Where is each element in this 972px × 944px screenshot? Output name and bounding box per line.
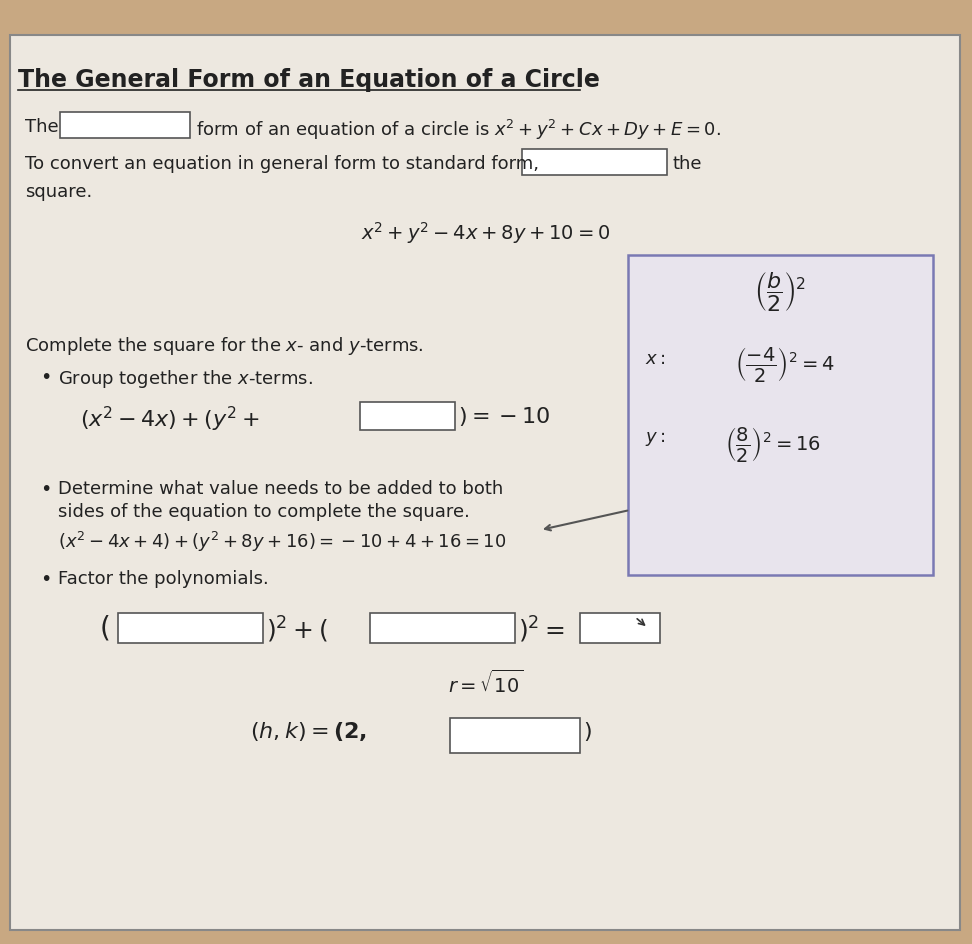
Text: form of an equation of a circle is $x^2 + y^2 + Cx + Dy + E = 0$.: form of an equation of a circle is $x^2 … [196, 118, 721, 143]
Text: Complete the square for the $x$- and $y$-terms.: Complete the square for the $x$- and $y$… [25, 335, 424, 357]
FancyBboxPatch shape [60, 112, 190, 138]
Text: Factor the polynomials.: Factor the polynomials. [58, 570, 268, 588]
FancyBboxPatch shape [580, 613, 660, 643]
Text: $)^2 =$: $)^2 =$ [518, 615, 565, 645]
Text: To convert an equation in general form to standard form,: To convert an equation in general form t… [25, 155, 539, 173]
Text: $r = \sqrt{10}$: $r = \sqrt{10}$ [448, 670, 524, 698]
FancyBboxPatch shape [118, 613, 263, 643]
Text: $\left(\dfrac{b}{2}\right)^2$: $\left(\dfrac{b}{2}\right)^2$ [754, 270, 806, 313]
Text: •: • [40, 368, 52, 387]
Text: The: The [25, 118, 58, 136]
Text: The General Form of an Equation of a Circle: The General Form of an Equation of a Cir… [18, 68, 600, 92]
Text: Group together the $x$-terms.: Group together the $x$-terms. [58, 368, 313, 390]
Text: square.: square. [25, 183, 92, 201]
Text: •: • [40, 480, 52, 499]
Text: $(x^2 - 4x) + (y^2 +$: $(x^2 - 4x) + (y^2 +$ [80, 405, 260, 434]
Text: •: • [40, 570, 52, 589]
FancyBboxPatch shape [10, 35, 960, 930]
Text: (: ( [100, 615, 111, 643]
Text: $y:$: $y:$ [645, 430, 666, 448]
Text: $\left(\dfrac{8}{2}\right)^2 = 16$: $\left(\dfrac{8}{2}\right)^2 = 16$ [725, 425, 820, 464]
FancyBboxPatch shape [360, 402, 455, 430]
Text: $)$: $)$ [583, 720, 592, 743]
Text: $)^2 + ($: $)^2 + ($ [266, 615, 329, 645]
Text: $(h, k) = \mathbf{(2,}$: $(h, k) = \mathbf{(2,}$ [250, 720, 366, 743]
Text: Determine what value needs to be added to both: Determine what value needs to be added t… [58, 480, 503, 498]
FancyBboxPatch shape [450, 718, 580, 753]
FancyBboxPatch shape [628, 255, 933, 575]
Text: $) = -10$: $) = -10$ [458, 405, 550, 428]
Text: $\left(\dfrac{-4}{2}\right)^2 = 4$: $\left(\dfrac{-4}{2}\right)^2 = 4$ [735, 345, 835, 384]
Text: $x:$: $x:$ [645, 350, 666, 368]
Text: $(x^2 - 4x + 4) + (y^2 + 8y + 16) = -10 + 4 + 16 = 10$: $(x^2 - 4x + 4) + (y^2 + 8y + 16) = -10 … [58, 530, 506, 554]
Text: $x^2 + y^2 - 4x + 8y + 10 = 0$: $x^2 + y^2 - 4x + 8y + 10 = 0$ [362, 220, 610, 245]
FancyBboxPatch shape [370, 613, 515, 643]
FancyBboxPatch shape [522, 149, 667, 175]
Text: sides of the equation to complete the square.: sides of the equation to complete the sq… [58, 503, 469, 521]
Text: the: the [672, 155, 702, 173]
